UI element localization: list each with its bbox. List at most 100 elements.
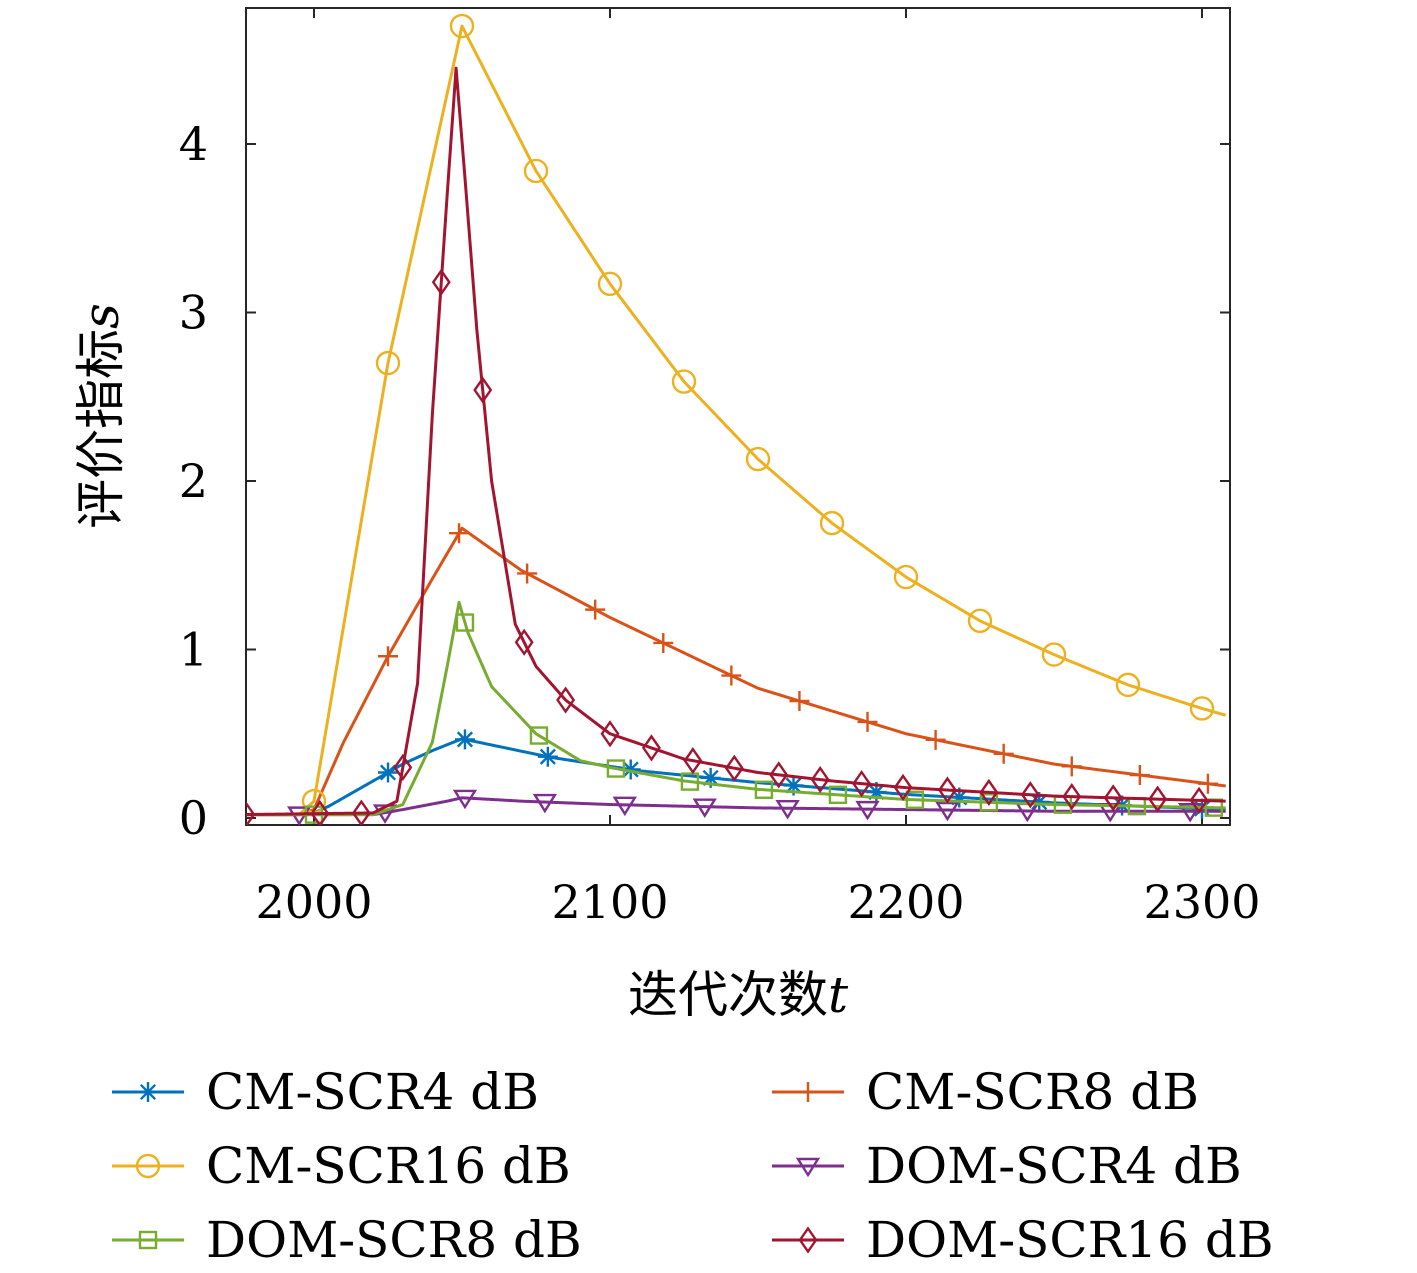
data-point-dom-scr16-db: [937, 776, 957, 804]
legend-swatch-marker: [135, 1153, 161, 1179]
y-axis-label: 评价指标: [72, 329, 130, 529]
legend-swatch-marker: [138, 1230, 158, 1250]
y-tick-label: 0: [179, 791, 208, 845]
data-point-cm-scr4-db: [700, 767, 721, 788]
data-point-dom-scr16-db: [1020, 781, 1040, 809]
legend-label: CM-SCR16 dB: [206, 1137, 571, 1195]
series-line-dom-scr8-db: [246, 600, 1226, 817]
legend-swatch-marker: [798, 1082, 818, 1102]
data-point-dom-scr8-db: [979, 793, 999, 812]
data-point-cm-scr4-db: [949, 787, 970, 808]
x-tick-label: 2300: [1143, 875, 1260, 929]
data-point-cm-scr8-db: [378, 646, 398, 667]
y-tick-label: 1: [179, 623, 208, 677]
data-point-cm-scr8-db: [721, 665, 742, 686]
data-point-cm-scr8-db: [789, 690, 810, 711]
series-line-cm-scr16-db: [246, 24, 1227, 817]
data-point-cm-scr16-db: [893, 564, 919, 590]
data-point-dom-scr16-db: [641, 734, 661, 762]
data-point-dom-scr4-db: [612, 796, 637, 817]
legend-label: DOM-SCR8 dB: [206, 1211, 582, 1269]
data-point-cm-scr4-db: [378, 762, 398, 783]
legend-swatch-marker: [138, 1082, 158, 1102]
legend-entry-dom-scr16-db: DOM-SCR16 dB: [772, 1211, 1274, 1269]
data-point-dom-scr8-db: [680, 772, 700, 791]
data-point-dom-scr16-db: [600, 720, 620, 748]
data-point-dom-scr16-db: [979, 778, 999, 806]
data-point-dom-scr8-db: [754, 780, 774, 799]
legend-entry-cm-scr16-db: CM-SCR16 dB: [112, 1137, 571, 1195]
y-tick-label: 3: [179, 286, 208, 340]
plot-area: 2000 2100 2200 2300 0 1 2 3 4: [179, 7, 1261, 929]
data-point-dom-scr8-db: [529, 726, 549, 745]
data-point-cm-scr16-db: [597, 271, 623, 297]
x-axis-variable: t: [828, 966, 849, 1024]
data-point-cm-scr8-db: [1129, 765, 1150, 786]
y-axis-title: 评价指标s: [72, 303, 130, 529]
data-point-dom-scr16-db: [431, 268, 451, 296]
data-point-cm-scr16-db: [375, 350, 401, 376]
plot-frame: [245, 7, 1231, 826]
legend-entry-dom-scr8-db: DOM-SCR8 dB: [112, 1211, 582, 1269]
legend-swatch-marker: [795, 1157, 821, 1178]
data-point-cm-scr16-db: [523, 158, 549, 184]
data-point-cm-scr16-db: [1115, 672, 1141, 698]
data-point-cm-scr8-db: [653, 632, 674, 653]
data-point-dom-scr16-db: [724, 754, 744, 782]
data-point-cm-scr4-db: [1029, 791, 1050, 812]
data-point-dom-scr16-db: [514, 628, 534, 656]
data-point-cm-scr8-db: [1197, 773, 1218, 794]
data-point-cm-scr4-db: [537, 746, 558, 767]
data-point-cm-scr8-db: [1061, 756, 1082, 777]
data-point-dom-scr16-db: [1148, 785, 1168, 813]
data-point-dom-scr8-db: [455, 613, 475, 632]
legend-entry-cm-scr4-db: CM-SCR4 dB: [112, 1063, 539, 1121]
data-point-dom-scr8-db: [606, 759, 626, 778]
data-point-dom-scr4-db: [775, 800, 800, 820]
data-point-dom-scr16-db: [246, 801, 256, 825]
data-point-cm-scr4-db: [620, 759, 641, 780]
legend: CM-SCR4 dB CM-SCR8 dB CM-SCR16 dB DOM-SCR4 …: [112, 1063, 1274, 1269]
data-point-dom-scr4-db: [1177, 803, 1203, 823]
data-point-cm-scr16-db: [745, 446, 771, 472]
data-point-cm-scr8-db: [993, 743, 1014, 764]
y-axis-ticks: 0 1 2 3 4: [179, 117, 1230, 845]
data-point-cm-scr8-db: [517, 563, 538, 584]
data-point-dom-scr16-db: [1062, 783, 1082, 811]
series-line-dom-scr4-db: [246, 796, 1226, 817]
x-axis-title: 迭代次数t: [628, 966, 849, 1024]
data-point-dom-scr16-db: [810, 765, 830, 794]
data-point-cm-scr16-db: [819, 510, 845, 536]
data-point-dom-scr16-db: [473, 376, 493, 404]
legend-swatch-marker: [798, 1226, 818, 1254]
data-point-dom-scr16-db: [769, 761, 789, 789]
legend-label: DOM-SCR16 dB: [866, 1211, 1274, 1269]
data-point-dom-scr16-db: [1189, 786, 1209, 814]
data-point-dom-scr16-db: [556, 686, 576, 714]
data-point-cm-scr16-db: [1189, 696, 1215, 721]
data-point-dom-scr4-db: [855, 800, 880, 821]
legend-label: DOM-SCR4 dB: [866, 1137, 1242, 1195]
legend-label: CM-SCR4 dB: [206, 1063, 539, 1121]
series-cm-scr8-db: [246, 523, 1226, 817]
data-point-cm-scr16-db: [449, 13, 475, 39]
data-point-dom-scr16-db: [393, 753, 413, 782]
data-point-dom-scr16-db: [893, 773, 913, 802]
series-dom-scr16-db: [246, 66, 1226, 825]
data-point-dom-scr16-db: [683, 747, 703, 775]
data-point-dom-scr16-db: [852, 770, 872, 798]
y-tick-label: 4: [179, 117, 208, 171]
legend-entry-dom-scr4-db: DOM-SCR4 dB: [772, 1137, 1242, 1195]
data-point-cm-scr8-db: [449, 523, 470, 544]
y-axis-variable: s: [72, 303, 130, 329]
data-point-dom-scr16-db: [351, 799, 371, 825]
data-point-cm-scr8-db: [857, 711, 878, 732]
data-point-dom-scr4-db: [532, 793, 558, 814]
data-point-dom-scr4-db: [452, 789, 478, 810]
data-point-dom-scr8-db: [905, 790, 925, 809]
x-tick-label: 2200: [847, 875, 964, 929]
data-point-cm-scr4-db: [783, 775, 804, 796]
data-point-cm-scr8-db: [925, 729, 946, 750]
series-layer: [246, 13, 1227, 825]
